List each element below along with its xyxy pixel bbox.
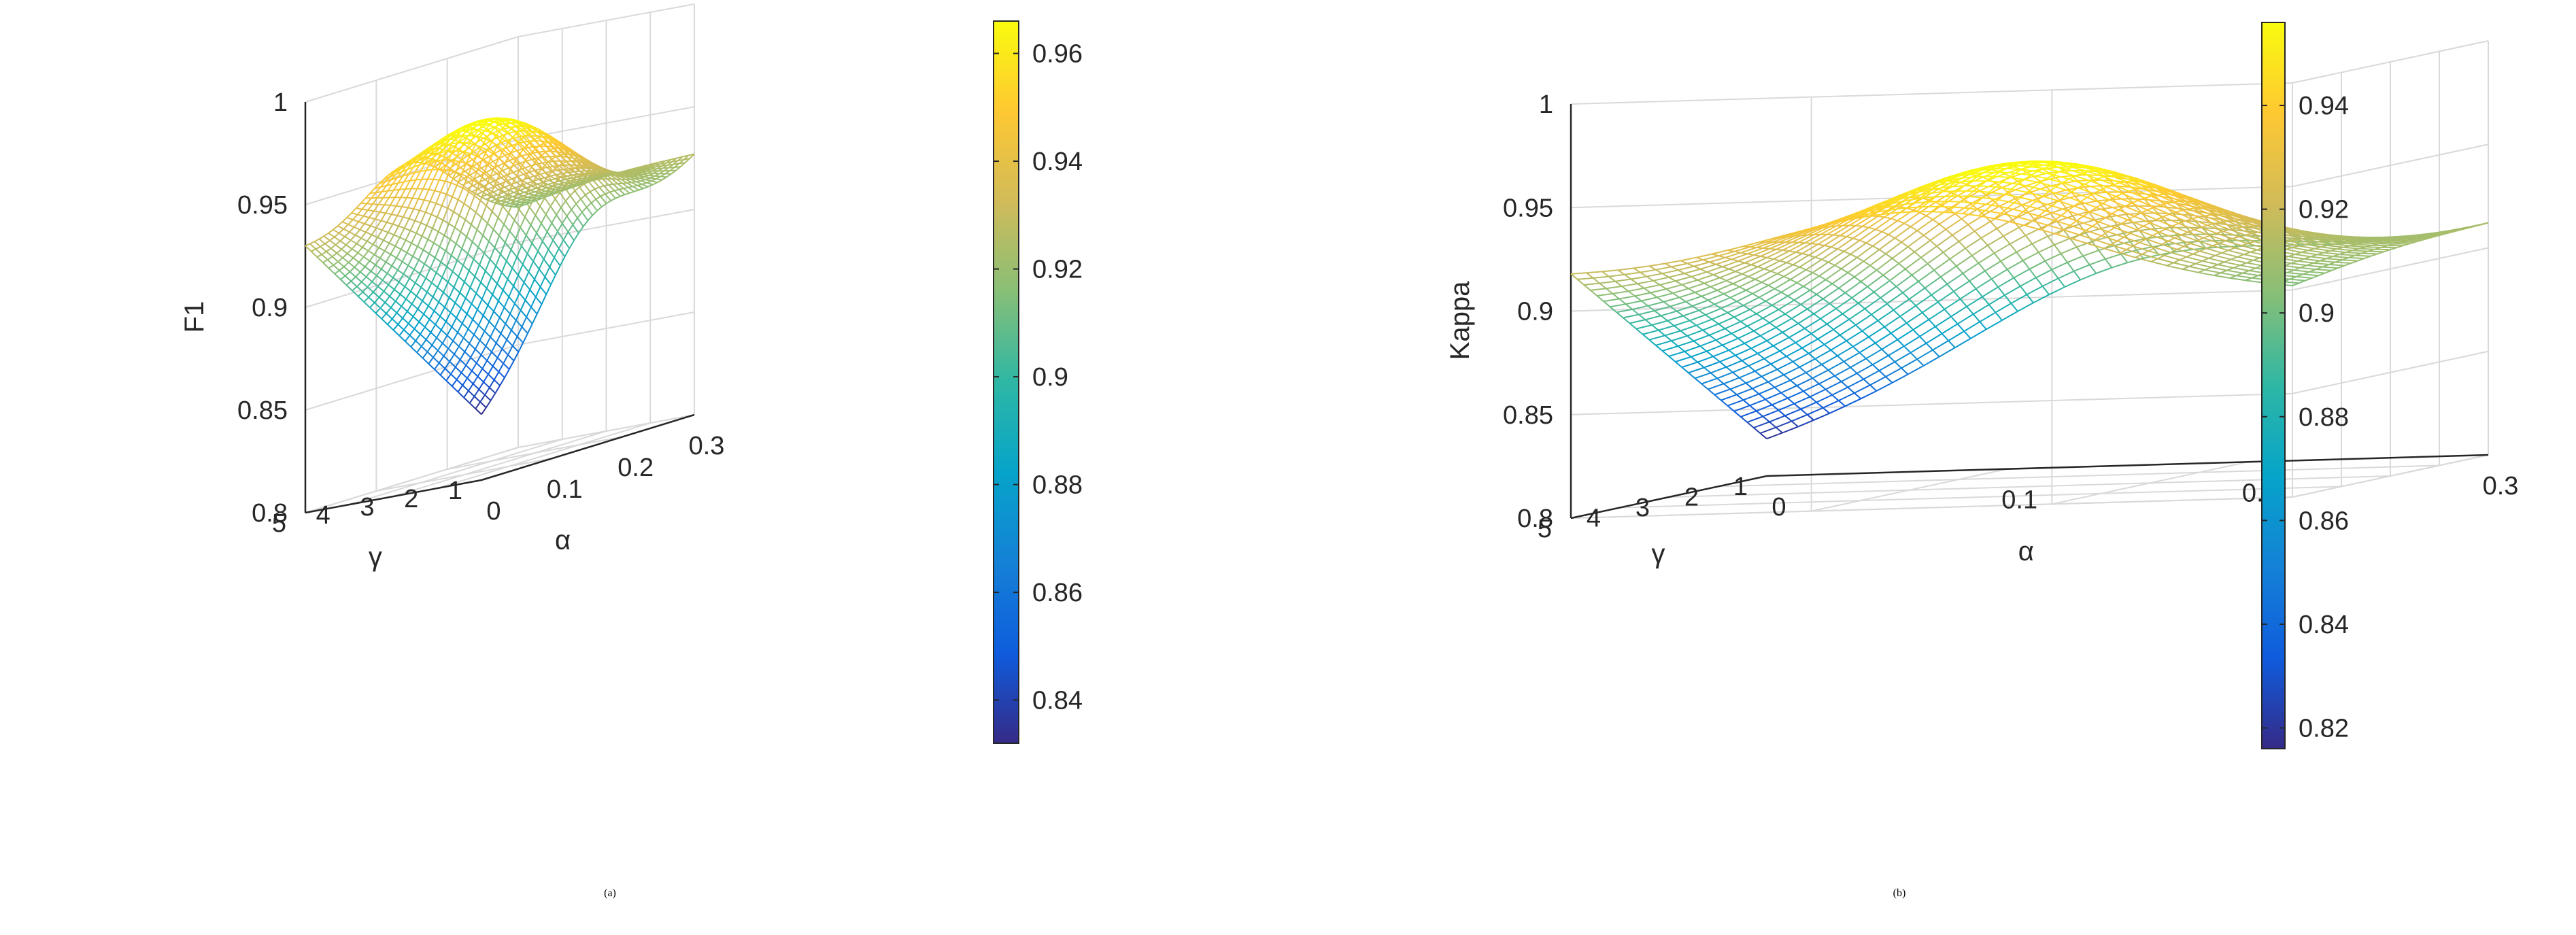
y-tick-label: 3: [360, 493, 374, 522]
grid-lines: [305, 3, 695, 513]
axes: [304, 102, 695, 514]
panel-caption: (a): [604, 887, 616, 899]
colorbar: [2261, 22, 2286, 749]
colorbar-tick-label: 0.9: [1032, 363, 1068, 392]
x-tick-label: 0.3: [2483, 472, 2519, 500]
z-tick-label: 0.9: [1517, 298, 1553, 326]
x-tick-label: 0.3: [689, 432, 725, 460]
colorbar-tick-label: 0.82: [2299, 714, 2349, 743]
colorbar-tick-label: 0.9: [2299, 299, 2335, 328]
z-tick-label: 0.8: [252, 499, 288, 528]
z-tick-label: 1: [273, 88, 288, 117]
x-tick-label: 0.1: [547, 475, 583, 504]
y-tick-label: 2: [404, 485, 418, 513]
colorbar-tick-label: 0.88: [1032, 471, 1083, 500]
colorbar-tick-label: 0.92: [2299, 196, 2349, 224]
colorbar-tick-label: 0.92: [1032, 256, 1083, 284]
grid-lines: [1570, 40, 2489, 519]
colorbar-tick-label: 0.84: [2299, 611, 2349, 639]
colorbar-tick-label: 0.94: [1032, 148, 1083, 176]
y-tick-label: 2: [1684, 483, 1699, 512]
x-tick-label: 0.1: [2001, 486, 2037, 515]
colorbar-tick-label: 0.96: [1032, 40, 1083, 69]
colorbar-tick-label: 0.86: [2299, 507, 2349, 535]
panel-caption: (b): [1893, 887, 1906, 899]
y-tick-label: 1: [448, 477, 462, 505]
z-axis-label: Kappa: [1445, 281, 1475, 360]
x-axis-label: α: [2018, 537, 2034, 566]
y-tick-label: 4: [1587, 505, 1601, 533]
y-tick-label: 1: [1733, 473, 1748, 501]
z-tick-label: 1: [1539, 90, 1553, 119]
z-axis-label: F1: [180, 301, 209, 333]
x-tick-label: 0: [486, 497, 501, 526]
y-tick-label: 3: [1636, 494, 1650, 522]
x-tick-label: 0: [1772, 493, 1786, 522]
y-tick-label: 4: [316, 501, 331, 530]
y-axis-label: γ: [1651, 539, 1665, 568]
x-axis-label: α: [555, 525, 571, 555]
y-tick-label: 5: [272, 509, 286, 538]
z-tick-label: 0.85: [237, 396, 288, 425]
z-tick-label: 0.8: [1517, 505, 1553, 533]
z-tick-label: 0.95: [1503, 194, 1553, 222]
colorbar-tick-label: 0.86: [1032, 579, 1083, 607]
y-tick-label: 5: [1538, 515, 1552, 543]
y-axis-label: γ: [369, 542, 382, 572]
colorbar: [993, 20, 1019, 744]
axes: [1570, 104, 2489, 520]
colorbar-tick-label: 0.94: [2299, 92, 2349, 120]
z-tick-label: 0.85: [1503, 401, 1553, 430]
z-tick-label: 0.9: [252, 294, 288, 322]
colorbar-tick-label: 0.84: [1032, 687, 1083, 715]
x-tick-label: 0.2: [617, 454, 654, 482]
colorbar-tick-label: 0.88: [2299, 403, 2349, 432]
surface-chart-a: 0.8 0.85 0.9 0.95 1 1 2 34 5 0 0.1 0.2 0.3 F1 γ α 0.84 0.…: [180, 3, 1083, 899]
surface-mesh: [305, 117, 695, 415]
z-tick-label: 0.95: [237, 191, 288, 220]
surface-mesh: [1570, 160, 2489, 440]
